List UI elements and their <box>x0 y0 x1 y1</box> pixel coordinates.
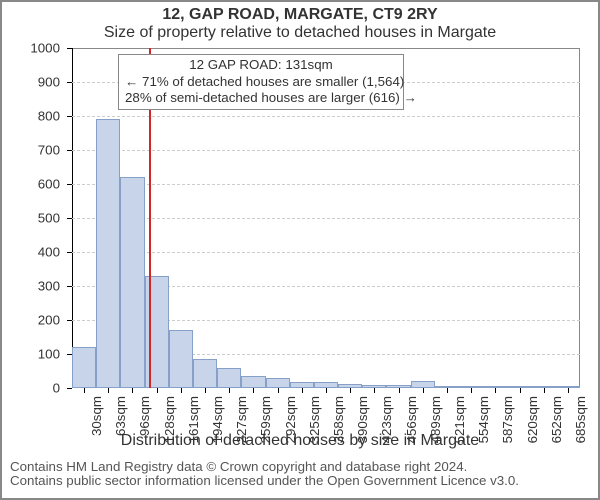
y-tick-label: 100 <box>20 347 60 362</box>
y-tick-label: 900 <box>20 75 60 90</box>
histogram-bar <box>193 359 217 388</box>
annotation-box: 12 GAP ROAD: 131sqm ← 71% of detached ho… <box>118 54 404 110</box>
annotation-line3: 28% of semi-detached houses are larger (… <box>125 90 397 107</box>
histogram-bar <box>217 368 241 388</box>
x-tick-mark <box>568 388 569 393</box>
histogram-bar <box>72 347 96 388</box>
figure-frame: 12, GAP ROAD, MARGATE, CT9 2RY Size of p… <box>0 0 600 500</box>
x-tick-mark <box>495 388 496 393</box>
chart-title-line1: 12, GAP ROAD, MARGATE, CT9 2RY <box>2 6 598 24</box>
x-tick-mark <box>520 388 521 393</box>
y-tick-label: 400 <box>20 245 60 260</box>
y-tick-label: 0 <box>20 381 60 396</box>
x-tick-mark <box>253 388 254 393</box>
y-tick-mark <box>67 48 72 49</box>
y-tick-mark <box>67 252 72 253</box>
y-tick-mark <box>67 354 72 355</box>
histogram-bar <box>96 119 120 388</box>
y-tick-label: 600 <box>20 177 60 192</box>
x-tick-mark <box>278 388 279 393</box>
x-axis-label: Distribution of detached houses by size … <box>2 432 598 450</box>
y-tick-mark <box>67 150 72 151</box>
x-tick-mark <box>399 388 400 393</box>
histogram-bar <box>411 381 435 388</box>
x-tick-mark <box>471 388 472 393</box>
y-tick-mark <box>67 320 72 321</box>
annotation-line1: 12 GAP ROAD: 131sqm <box>125 57 397 74</box>
annotation-line2: ← 71% of detached houses are smaller (1,… <box>125 74 397 91</box>
x-tick-mark <box>326 388 327 393</box>
y-tick-label: 200 <box>20 313 60 328</box>
x-tick-mark <box>181 388 182 393</box>
y-tick-mark <box>67 218 72 219</box>
y-tick-mark <box>67 388 72 389</box>
x-tick-mark <box>350 388 351 393</box>
plot-area: 12 GAP ROAD: 131sqm ← 71% of detached ho… <box>72 48 580 388</box>
x-tick-mark <box>132 388 133 393</box>
histogram-bar <box>266 378 290 388</box>
footer-line2: Contains public sector information licen… <box>10 473 590 490</box>
y-tick-mark <box>67 82 72 83</box>
x-tick-mark <box>302 388 303 393</box>
y-tick-mark <box>67 286 72 287</box>
x-tick-mark <box>447 388 448 393</box>
y-tick-label: 500 <box>20 211 60 226</box>
x-tick-mark <box>544 388 545 393</box>
y-tick-mark <box>67 116 72 117</box>
y-tick-label: 300 <box>20 279 60 294</box>
x-tick-mark <box>108 388 109 393</box>
x-tick-mark <box>374 388 375 393</box>
histogram-bar <box>120 177 144 388</box>
x-tick-mark <box>157 388 158 393</box>
histogram-bar <box>241 376 265 388</box>
chart-title-line2: Size of property relative to detached ho… <box>2 24 598 42</box>
x-tick-mark <box>229 388 230 393</box>
y-tick-label: 800 <box>20 109 60 124</box>
y-tick-mark <box>67 184 72 185</box>
x-tick-mark <box>84 388 85 393</box>
y-tick-label: 1000 <box>20 41 60 56</box>
y-tick-label: 700 <box>20 143 60 158</box>
x-tick-mark <box>205 388 206 393</box>
histogram-bar <box>169 330 193 388</box>
x-tick-mark <box>423 388 424 393</box>
